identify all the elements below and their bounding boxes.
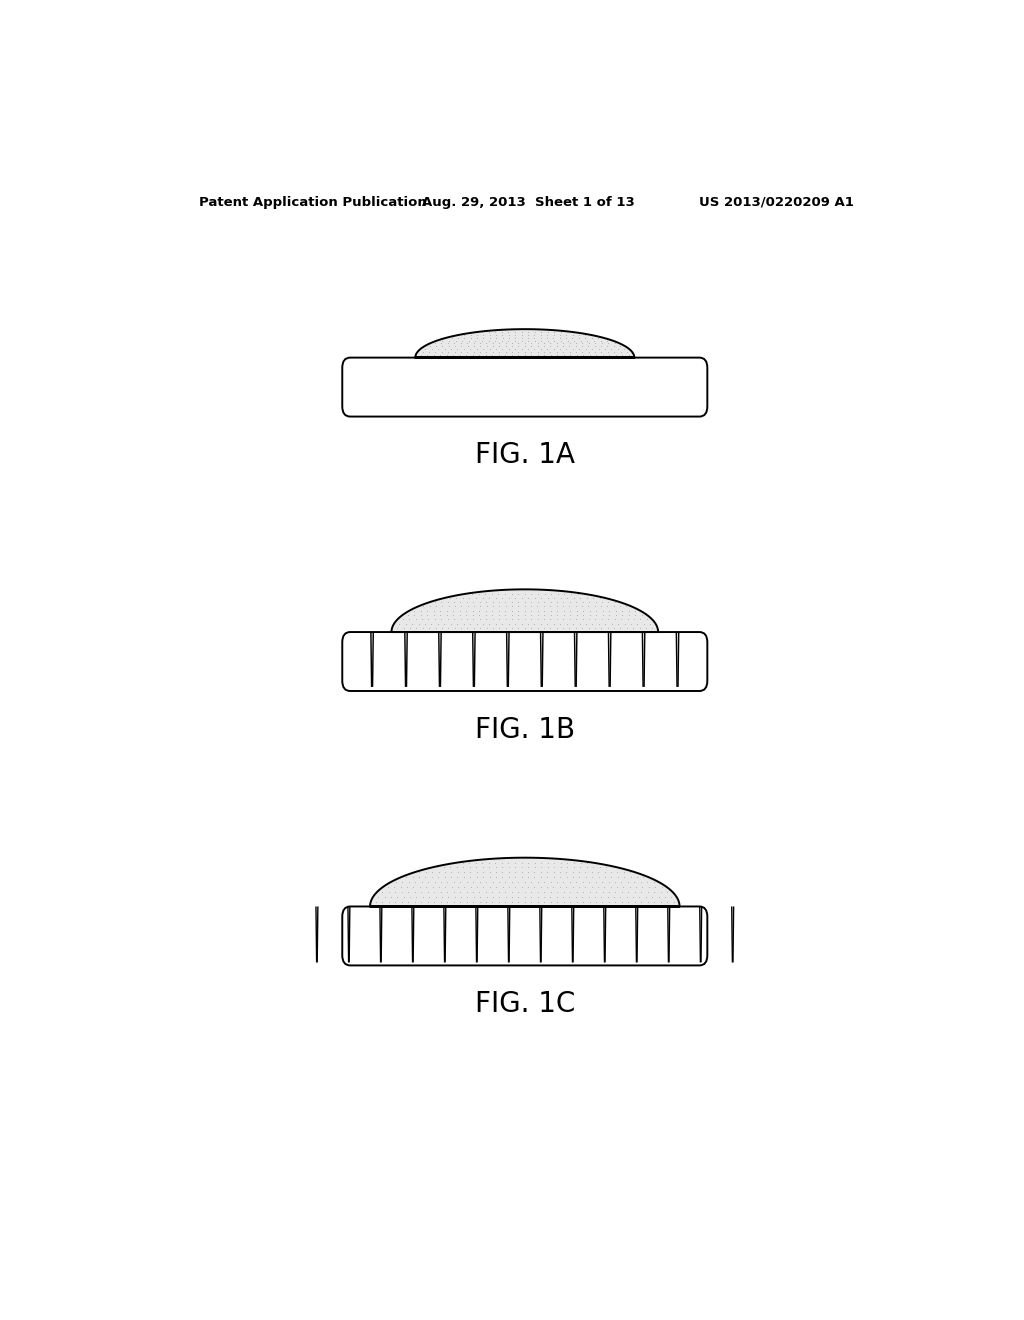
FancyBboxPatch shape <box>342 907 708 965</box>
Text: FIG. 1A: FIG. 1A <box>475 441 574 469</box>
Text: FIG. 1B: FIG. 1B <box>475 715 574 743</box>
FancyBboxPatch shape <box>342 632 708 690</box>
Polygon shape <box>370 858 680 907</box>
Polygon shape <box>391 589 658 632</box>
Text: Patent Application Publication: Patent Application Publication <box>200 195 427 209</box>
Text: Aug. 29, 2013  Sheet 1 of 13: Aug. 29, 2013 Sheet 1 of 13 <box>422 195 635 209</box>
Polygon shape <box>416 329 634 358</box>
FancyBboxPatch shape <box>342 358 708 417</box>
Text: US 2013/0220209 A1: US 2013/0220209 A1 <box>699 195 854 209</box>
Text: FIG. 1C: FIG. 1C <box>474 990 575 1018</box>
